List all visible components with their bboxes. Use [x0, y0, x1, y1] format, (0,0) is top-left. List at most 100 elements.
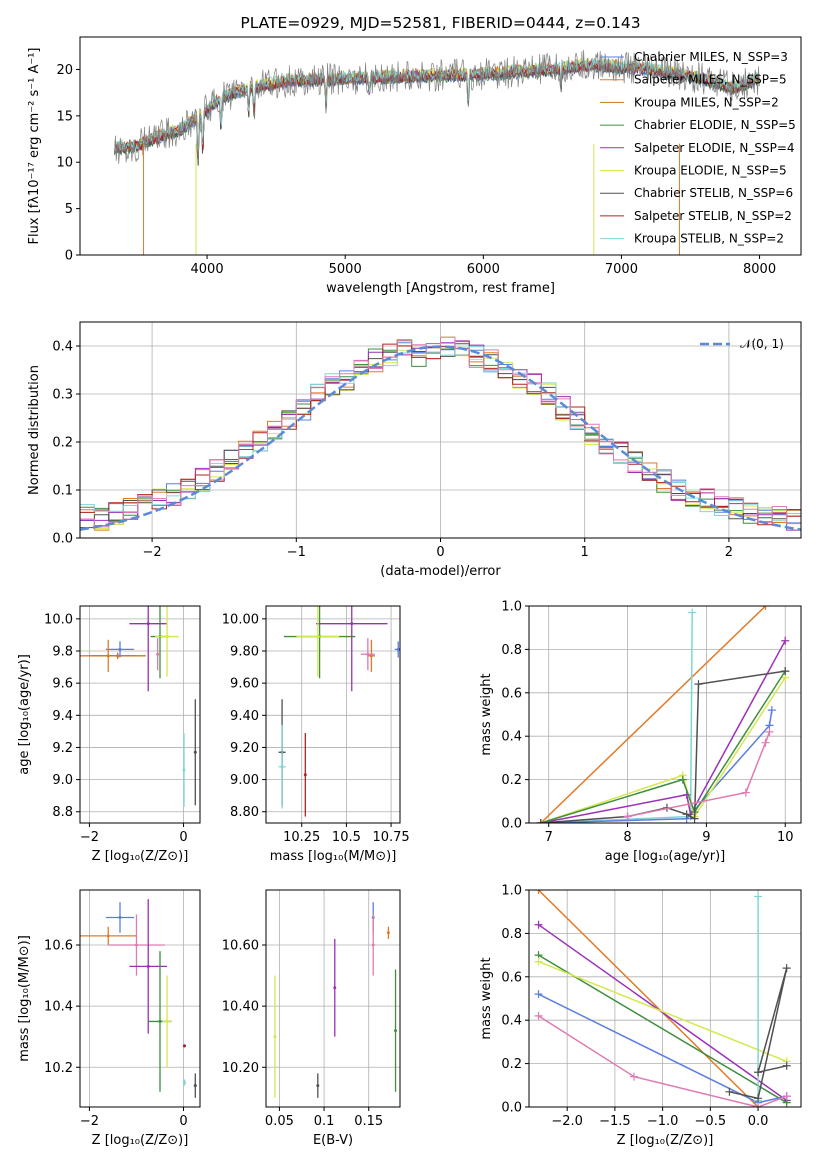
- x-tick-label: 6000: [467, 262, 500, 277]
- axes-frame: [79, 605, 201, 824]
- y-tick-label: 1.0: [501, 600, 522, 615]
- y-axis-label: mass weight: [479, 957, 494, 1039]
- data-point: [182, 1044, 186, 1048]
- y-tick-label: 10.60: [222, 939, 259, 954]
- data-point: [781, 667, 790, 676]
- x-axis-label: mass [log₁₀(M/M⊙)]: [270, 849, 397, 864]
- x-tick-label: 0.1: [314, 1114, 335, 1129]
- y-tick-label: 0.8: [501, 927, 522, 942]
- y-tick-label: 8.80: [230, 805, 259, 820]
- series-line: [540, 677, 786, 823]
- x-tick-label: −0.5: [695, 1114, 727, 1129]
- x-tick-label: 10.5: [332, 830, 361, 845]
- y-tick-label: 0.0: [52, 532, 73, 547]
- y-tick-label: 10.20: [222, 1061, 259, 1076]
- data-point: [536, 819, 545, 823]
- y-tick-label: 0.2: [501, 773, 522, 788]
- data-point: [396, 647, 400, 651]
- x-tick-label: 8: [623, 830, 631, 845]
- data-point: [534, 990, 543, 999]
- x-tick-label: −1.0: [647, 1114, 679, 1129]
- data-point: [386, 931, 390, 935]
- data-point: [629, 1072, 638, 1081]
- legend-label: Salpeter STELIB, N_SSP=2: [634, 209, 792, 223]
- y-tick-label: 0: [65, 249, 73, 264]
- x-tick-label: 2: [725, 545, 733, 560]
- data-point: [534, 920, 543, 929]
- y-axis-label: Normed distribution: [27, 365, 42, 495]
- legend-label: Kroupa STELIB, N_SSP=2: [634, 232, 784, 246]
- data-point: [767, 706, 776, 715]
- data-point: [303, 773, 307, 777]
- data-point: [688, 608, 697, 617]
- x-tick-label: 0.15: [354, 1114, 383, 1129]
- data-point: [158, 1019, 162, 1023]
- series-line: [540, 640, 786, 823]
- x-axis-label: E(B-V): [313, 1133, 353, 1148]
- data-point: [182, 768, 186, 772]
- legend-label: Chabrier STELIB, N_SSP=6: [634, 186, 793, 200]
- x-tick-label: −2: [80, 1114, 99, 1129]
- y-tick-label: 1.0: [501, 884, 522, 899]
- data-point: [116, 654, 120, 658]
- y-tick-label: 0.2: [501, 1057, 522, 1072]
- data-point: [193, 750, 197, 754]
- x-tick-label: 0.05: [265, 1114, 294, 1129]
- spectrum-plot: [114, 49, 760, 255]
- legend-label: 𝒩(0, 1): [740, 337, 784, 351]
- series-line: [540, 670, 786, 823]
- y-tick-label: 9.60: [230, 677, 259, 692]
- legend-label: Chabrier MILES, N_SSP=3: [634, 50, 788, 64]
- y-tick-label: 0.6: [501, 686, 522, 701]
- x-axis-label: Z [log₁₀(Z/Z⊙)]: [92, 1133, 189, 1148]
- y-tick-label: 8.8: [52, 805, 73, 820]
- series-line: [540, 606, 767, 823]
- mass-weight-plot: [536, 606, 790, 823]
- data-point: [682, 810, 691, 819]
- legend-label: Kroupa MILES, N_SSP=2: [634, 95, 779, 109]
- y-tick-label: 9.80: [230, 645, 259, 660]
- y-tick-label: 0.4: [501, 1014, 522, 1029]
- series-line: [627, 731, 771, 818]
- errorbar-plot: [80, 899, 197, 1098]
- y-tick-label: 15: [56, 109, 73, 124]
- data-point: [316, 635, 320, 639]
- y-axis-label: mass weight: [479, 673, 494, 755]
- data-point: [156, 652, 160, 656]
- x-tick-label: 10.25: [283, 830, 320, 845]
- x-tick-label: −2: [80, 830, 99, 845]
- errorbar-plot: [273, 902, 398, 1098]
- y-tick-label: 0.0: [501, 817, 522, 832]
- axes-frame: [79, 889, 201, 1108]
- axes-frame: [79, 321, 802, 539]
- y-tick-label: 10.6: [44, 939, 73, 954]
- x-tick-label: 9: [702, 830, 710, 845]
- data-point: [781, 636, 790, 645]
- axes-frame: [265, 889, 401, 1108]
- data-point: [333, 986, 337, 990]
- data-point: [761, 738, 770, 747]
- legend-label: Kroupa ELODIE, N_SSP=5: [634, 164, 787, 178]
- x-tick-label: 4000: [191, 262, 224, 277]
- data-point: [761, 606, 770, 610]
- x-tick-label: 1: [581, 545, 589, 560]
- series-line: [538, 954, 788, 1104]
- y-axis-label: Flux [fλ10⁻¹⁷ erg cm⁻² s⁻¹ A⁻¹]: [27, 48, 42, 245]
- data-point: [725, 1087, 734, 1096]
- y-tick-label: 0.2: [52, 436, 73, 451]
- data-point: [371, 943, 375, 947]
- axes-frame: [265, 605, 401, 824]
- data-point: [623, 812, 632, 821]
- data-point: [754, 1094, 763, 1103]
- data-point: [394, 1029, 398, 1033]
- y-tick-label: 0.1: [52, 484, 73, 499]
- series-line: [538, 960, 787, 1063]
- errorbar-plot: [80, 606, 197, 807]
- x-tick-label: 10.75: [372, 830, 409, 845]
- y-axis-label: age [log₁₀(age/yr)]: [17, 654, 32, 775]
- data-point: [782, 964, 791, 973]
- y-axis-label: mass [log₁₀(M/M⊙)]: [17, 935, 32, 1062]
- x-axis-label: Z [log₁₀(Z/Z⊙)]: [617, 1133, 714, 1148]
- data-point: [741, 788, 750, 797]
